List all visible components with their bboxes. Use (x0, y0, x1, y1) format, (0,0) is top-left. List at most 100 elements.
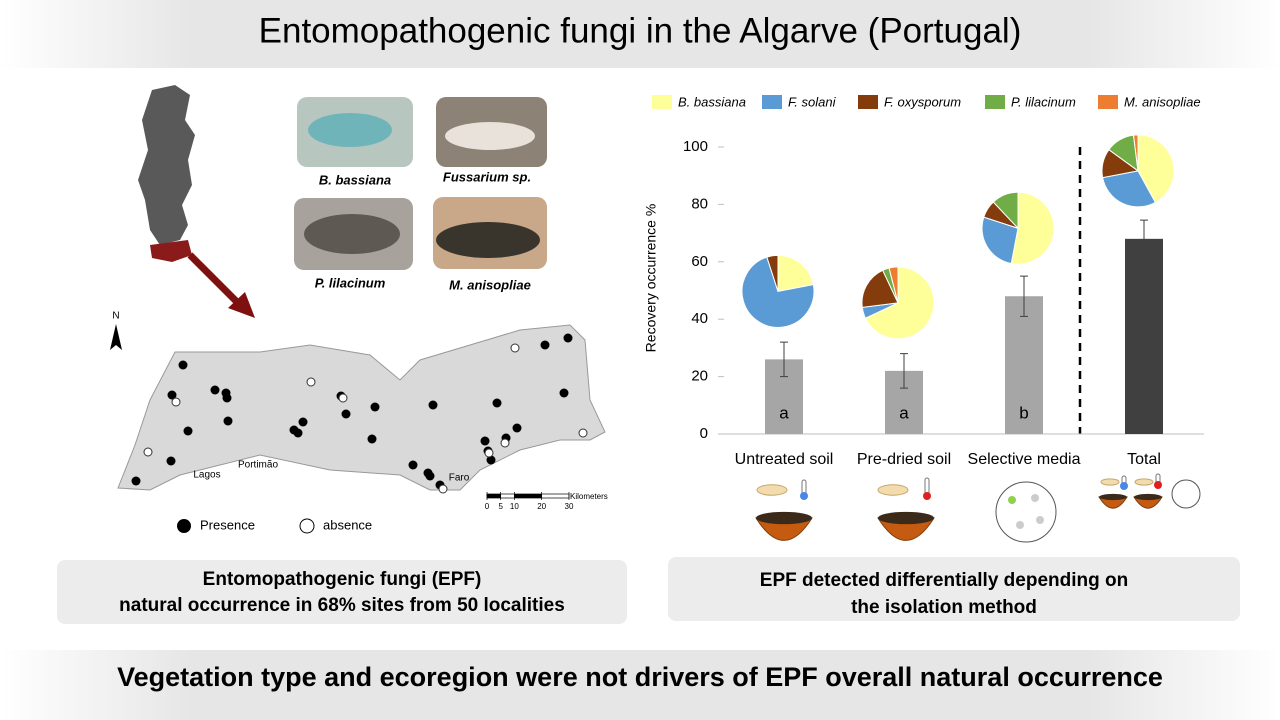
absence-dot (484, 448, 494, 458)
absence-dot (171, 397, 181, 407)
significance-letter: a (779, 403, 789, 422)
absence-dot (438, 484, 448, 494)
error-bar (780, 341, 788, 378)
significance-letter: a (899, 403, 909, 422)
town-label: Lagos (193, 470, 220, 481)
y-tick-label: 20 (691, 368, 708, 385)
x-tick-label: Untreated soil (735, 451, 834, 468)
scale-unit: Kilometers (570, 492, 608, 501)
soil (756, 511, 812, 525)
legend-swatch (858, 95, 878, 109)
legend-label: Presence (200, 517, 255, 532)
presence-dot (512, 423, 522, 433)
presence-dot (486, 455, 496, 465)
arrow (187, 252, 243, 308)
thermometer-bulb (1120, 482, 1128, 490)
y-tick-label: 100 (683, 138, 708, 155)
pie-slice (861, 269, 899, 308)
presence-dot (370, 402, 380, 412)
soil (1134, 493, 1162, 501)
larva (1100, 478, 1120, 486)
legend-label: P. lilacinum (1011, 94, 1076, 109)
presence-dot (222, 393, 232, 403)
y-tick-label: 0 (700, 425, 708, 442)
legend-label: B. bassiana (678, 94, 746, 109)
absence-dot (510, 343, 520, 353)
right-summary: the isolation method (851, 597, 1037, 618)
pie-slice (1102, 170, 1157, 208)
absence-dot (500, 438, 510, 448)
thermometer-bulb (800, 492, 808, 500)
x-tick-label: Total (1127, 451, 1161, 468)
north-arrow (110, 324, 122, 350)
pie-slice (864, 266, 935, 340)
presence-dot (298, 417, 308, 427)
algarve-map (117, 324, 606, 491)
error-bar (1140, 219, 1148, 258)
soil (1099, 493, 1127, 501)
pie-slice (888, 266, 899, 303)
absence-dot (578, 428, 588, 438)
presence-dot (408, 460, 418, 470)
photo-label: M. anisopliae (449, 277, 531, 292)
pie-slice (981, 216, 1019, 265)
portugal-map (138, 85, 195, 245)
petri-dish (995, 481, 1057, 543)
scale-tick-label: 20 (537, 502, 546, 511)
significance-letter: b (1019, 403, 1028, 422)
presence-dot (166, 456, 176, 466)
x-tick-label: Pre-dried soil (857, 451, 951, 468)
y-tick-label: 60 (691, 253, 708, 270)
left-summary-box (57, 560, 627, 624)
pie-slice (766, 254, 779, 292)
absence-dot (306, 377, 316, 387)
photo-larva (304, 214, 400, 254)
legend-label: F. oxysporum (884, 94, 961, 109)
x-tick-label: Selective media (968, 451, 1081, 468)
scale-segment (487, 494, 501, 498)
legend-presence-symbol (177, 519, 191, 533)
presence-dot (131, 476, 141, 486)
y-tick-label: 80 (691, 195, 708, 212)
presence-dot (492, 398, 502, 408)
presence-dot (293, 428, 303, 438)
error-bar (900, 353, 908, 389)
legend-label: absence (323, 517, 372, 532)
larva (877, 484, 909, 496)
left-summary: Entomopathogenic fungi (EPF) (203, 569, 482, 590)
presence-dot (341, 409, 351, 419)
pie-slice (1132, 134, 1139, 171)
left-summary: natural occurrence in 68% sites from 50 … (119, 595, 565, 616)
photo-label: B. bassiana (319, 172, 391, 187)
absence-dot (338, 393, 348, 403)
presence-dot (563, 333, 573, 343)
town-label: Faro (449, 473, 470, 484)
presence-dot (367, 434, 377, 444)
title: Entomopathogenic fungi in the Algarve (P… (259, 11, 1022, 50)
colony (1031, 494, 1039, 502)
pie-slice (1137, 134, 1175, 204)
photo-label: Fussarium sp. (443, 169, 531, 184)
photo-larva (436, 222, 540, 258)
presence-dot (428, 400, 438, 410)
legend-absence-symbol (299, 518, 315, 534)
bar (1005, 296, 1043, 434)
presence-dot (425, 471, 435, 481)
algarve-highlight (150, 240, 192, 262)
petri-dish (1171, 479, 1201, 509)
soil (878, 511, 934, 525)
photo-larva (445, 122, 535, 150)
scale-tick-label: 10 (510, 502, 519, 511)
title-band (0, 0, 1280, 68)
colony (1036, 516, 1044, 524)
presence-dot (540, 340, 550, 350)
error-bar (1020, 275, 1028, 317)
footer-band (0, 650, 1280, 720)
pie-slice (992, 191, 1019, 230)
town-label: Portimão (238, 460, 278, 471)
presence-dot (183, 426, 193, 436)
pie-slice (741, 256, 815, 328)
conclusion: Vegetation type and ecoregion were not d… (117, 662, 1163, 692)
legend-swatch (1098, 95, 1118, 109)
